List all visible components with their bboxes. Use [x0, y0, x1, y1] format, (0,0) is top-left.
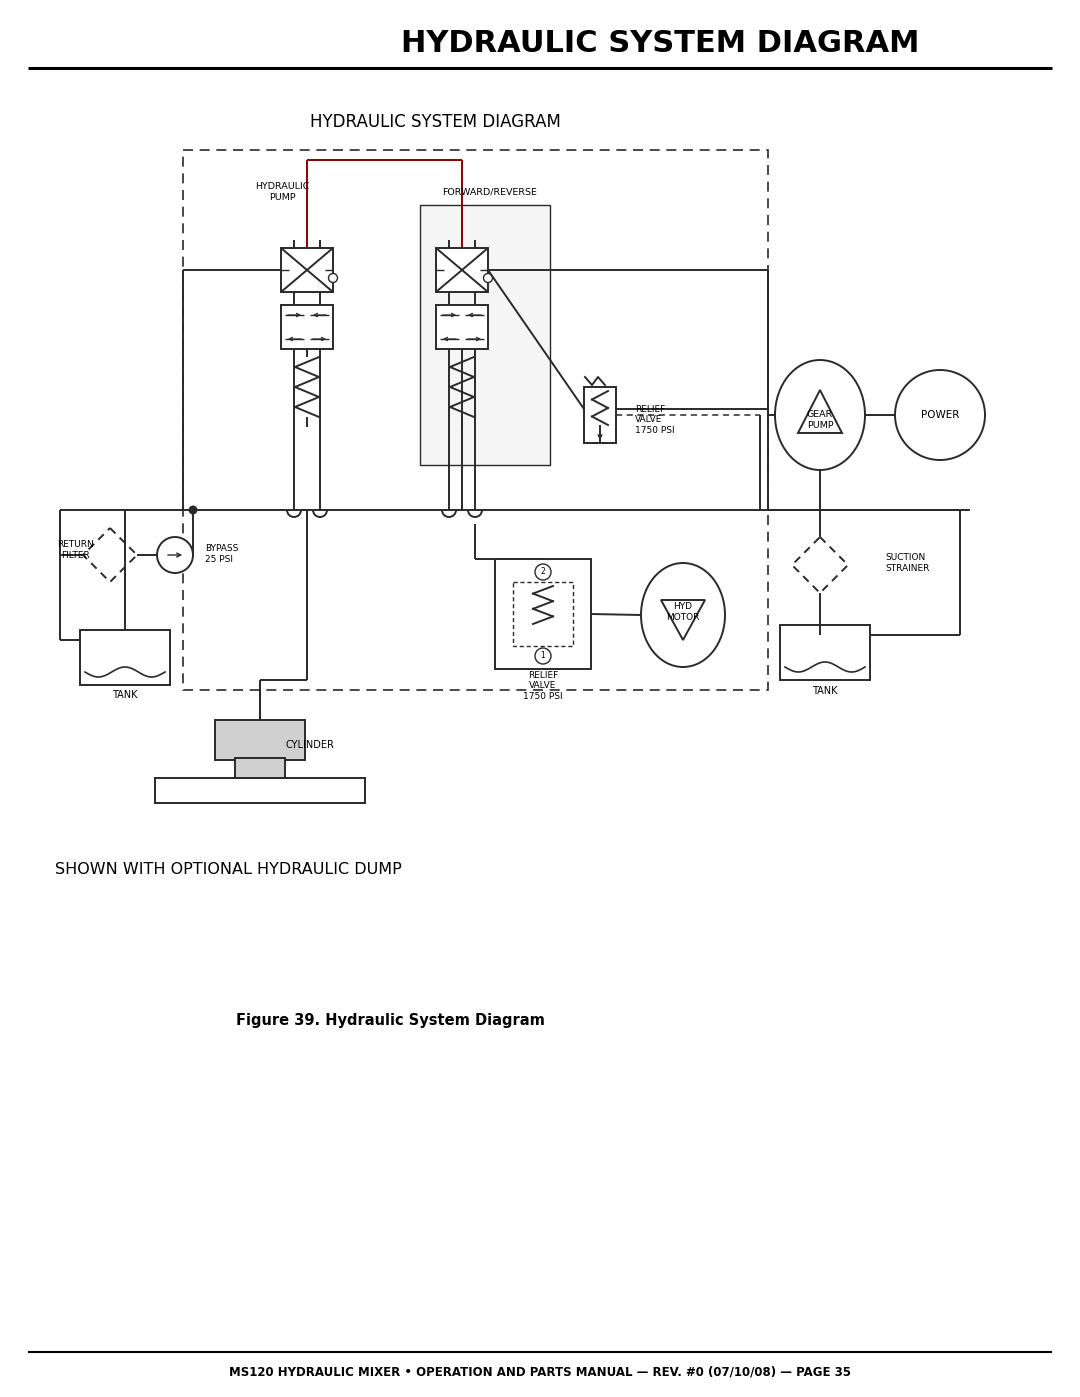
Circle shape	[535, 564, 551, 580]
Bar	[183, 149, 768, 690]
Text: CYLINDER: CYLINDER	[285, 740, 334, 750]
Bar	[235, 759, 285, 778]
Ellipse shape	[895, 370, 985, 460]
Circle shape	[157, 536, 193, 573]
Circle shape	[328, 274, 337, 282]
Bar	[215, 719, 305, 760]
Bar	[80, 630, 170, 685]
Bar	[281, 249, 333, 292]
Text: 1: 1	[541, 651, 545, 661]
Text: TANK: TANK	[812, 686, 838, 696]
Text: POWER: POWER	[921, 409, 959, 420]
Circle shape	[535, 648, 551, 664]
Circle shape	[484, 274, 492, 282]
Text: BYPASS
25 PSI: BYPASS 25 PSI	[205, 545, 239, 564]
Text: SHOWN WITH OPTIONAL HYDRAULIC DUMP: SHOWN WITH OPTIONAL HYDRAULIC DUMP	[55, 862, 402, 877]
Circle shape	[189, 507, 197, 514]
Bar	[584, 387, 616, 443]
Text: HYD
MOTOR: HYD MOTOR	[666, 602, 700, 622]
Text: 2: 2	[541, 567, 545, 577]
Text: MS120 HYDRAULIC MIXER • OPERATION AND PARTS MANUAL — REV. #0 (07/10/08) — PAGE 3: MS120 HYDRAULIC MIXER • OPERATION AND PA…	[229, 1365, 851, 1379]
Bar	[495, 559, 591, 669]
Text: HYDRAULIC SYSTEM DIAGRAM: HYDRAULIC SYSTEM DIAGRAM	[310, 113, 561, 131]
Bar	[156, 778, 365, 803]
Text: SUCTION
STRAINER: SUCTION STRAINER	[885, 553, 930, 573]
Text: FORWARD/REVERSE: FORWARD/REVERSE	[443, 187, 538, 197]
Text: GEAR
PUMP: GEAR PUMP	[807, 411, 834, 430]
Bar	[420, 205, 550, 465]
Ellipse shape	[642, 563, 725, 666]
Bar	[281, 305, 333, 349]
Text: RELIEF
VALVE
1750 PSI: RELIEF VALVE 1750 PSI	[523, 671, 563, 701]
Bar	[436, 305, 488, 349]
Text: TANK: TANK	[112, 690, 138, 700]
Text: HYDRAULIC
PUMP: HYDRAULIC PUMP	[255, 182, 309, 201]
Text: RELIEF
VALVE
1750 PSI: RELIEF VALVE 1750 PSI	[635, 405, 675, 434]
Text: RETURN
FILTER: RETURN FILTER	[56, 541, 93, 560]
Bar	[780, 624, 870, 680]
Ellipse shape	[775, 360, 865, 469]
Text: HYDRAULIC SYSTEM DIAGRAM: HYDRAULIC SYSTEM DIAGRAM	[401, 28, 919, 57]
Bar	[513, 583, 573, 645]
Bar	[436, 249, 488, 292]
Text: Figure 39. Hydraulic System Diagram: Figure 39. Hydraulic System Diagram	[235, 1013, 544, 1028]
